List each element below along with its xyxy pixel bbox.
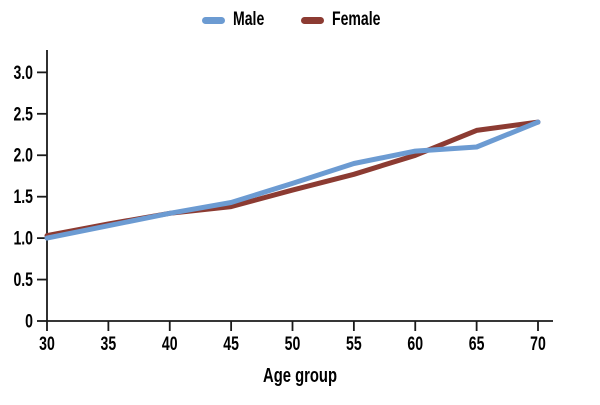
- series-line-male: [44, 119, 541, 241]
- y-tick-label: 2.5: [13, 103, 33, 125]
- x-tick-label: 55: [346, 333, 362, 355]
- x-tick-label: 50: [285, 333, 301, 355]
- legend-male-swatch: [202, 16, 226, 24]
- y-tick-label: 1.0: [13, 228, 33, 250]
- legend: Male Female: [0, 9, 600, 31]
- x-tick-label: 70: [530, 333, 546, 355]
- legend-item-male: Male: [202, 9, 275, 31]
- y-tick-label: 1.5: [13, 186, 33, 208]
- y-tick-label: 0.5: [13, 269, 33, 291]
- legend-female-swatch: [301, 16, 325, 24]
- series-line-female: [44, 119, 541, 239]
- y-tick-label: 3.0: [13, 62, 33, 84]
- legend-male-label: Male: [233, 9, 265, 30]
- legend-item-female: Female: [301, 9, 397, 31]
- x-tick-label: 35: [101, 333, 117, 355]
- x-tick-label: 60: [407, 333, 423, 355]
- x-tick-label: 45: [223, 333, 239, 355]
- x-tick-label: 40: [162, 333, 178, 355]
- x-tick-label: 65: [469, 333, 485, 355]
- legend-female-label: Female: [332, 9, 381, 30]
- x-axis-title: Age group: [263, 364, 337, 387]
- y-tick-label: 2.0: [13, 145, 33, 167]
- x-tick-label: 30: [39, 333, 55, 355]
- y-tick-label: 0: [25, 310, 33, 332]
